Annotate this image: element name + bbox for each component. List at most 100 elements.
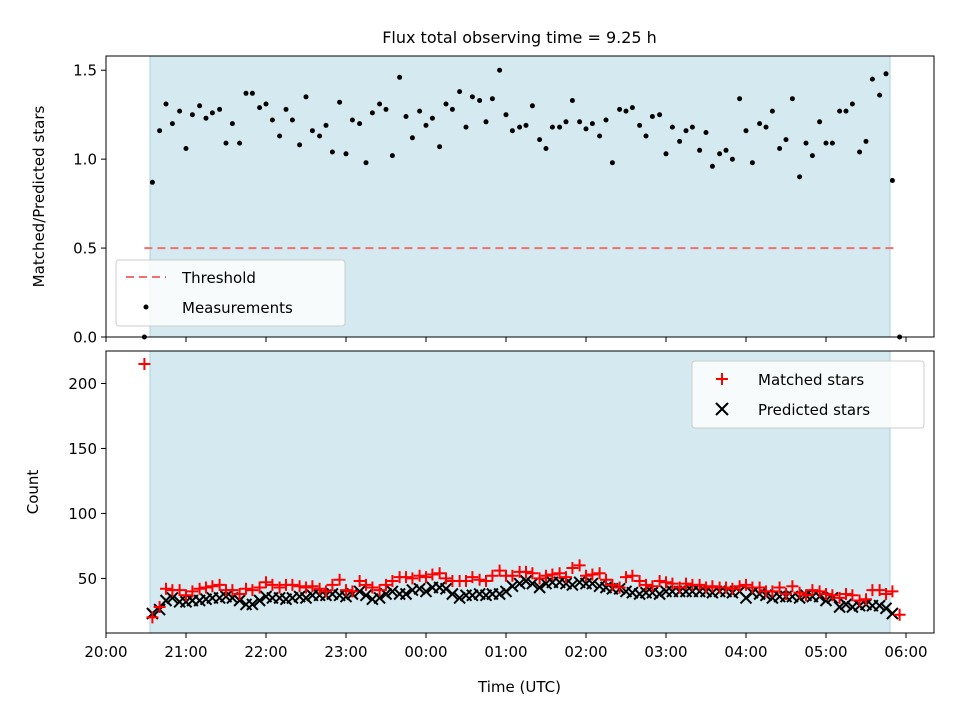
predicted-star-marker xyxy=(399,587,413,601)
measurement-point xyxy=(317,133,323,139)
measurement-point xyxy=(403,114,409,119)
measurement-point xyxy=(329,149,335,155)
matched-star-marker xyxy=(860,593,872,606)
measurement-point xyxy=(889,178,895,183)
matched-star-marker xyxy=(460,575,472,587)
predicted-star-marker xyxy=(873,599,886,612)
x-tick-label: 21:00 xyxy=(164,643,207,661)
measurement-point xyxy=(463,124,469,130)
measurement-point xyxy=(609,160,615,166)
predicted-star-marker xyxy=(353,585,366,598)
measurement-point xyxy=(777,146,783,151)
matched-star-marker xyxy=(540,569,552,582)
predicted-star-marker xyxy=(359,589,373,602)
measurement-point xyxy=(257,105,263,111)
matched-star-marker xyxy=(360,578,372,591)
measurement-point xyxy=(677,138,683,144)
measurement-point xyxy=(469,94,475,100)
matched-star-marker xyxy=(233,588,246,600)
predicted-star-marker xyxy=(339,590,353,603)
matched-star-marker xyxy=(260,576,272,589)
predicted-star-marker xyxy=(373,591,386,605)
measurement-point xyxy=(757,121,763,127)
measurement-point xyxy=(483,119,489,125)
x-axis-label: Time (UTC) xyxy=(477,678,561,696)
bottom-x-ticks: 20:00 21:00 22:00 23:00 00:00 01:00 02:00 03:00… xyxy=(84,633,928,661)
matched-star-marker xyxy=(246,584,259,597)
predicted-star-marker xyxy=(819,594,833,607)
measurement-point xyxy=(269,117,275,123)
measurement-point xyxy=(363,160,369,166)
measurement-point xyxy=(503,112,509,118)
legend-measurements-label: Measurements xyxy=(182,299,293,317)
matched-star-marker xyxy=(313,582,326,595)
predicted-star-marker xyxy=(413,582,426,596)
measurement-points xyxy=(141,67,903,340)
matched-star-marker xyxy=(226,584,239,597)
matched-star-marker xyxy=(886,585,899,598)
measurement-point xyxy=(737,96,743,102)
chart-title: Flux total observing time = 9.25 h xyxy=(382,28,657,47)
matched-star-marker xyxy=(800,589,812,602)
matched-star-marker xyxy=(333,573,346,586)
matched-star-marker xyxy=(420,571,432,584)
predicted-star-marker xyxy=(246,598,259,611)
measurement-point xyxy=(523,122,529,128)
measurement-point xyxy=(177,108,183,114)
measurement-point xyxy=(669,124,675,130)
measurement-point xyxy=(543,146,549,151)
measurement-point xyxy=(323,122,329,128)
predicted-star-marker xyxy=(453,591,466,605)
measurement-point xyxy=(563,119,569,125)
matched-star-marker xyxy=(426,568,439,581)
matched-star-marker xyxy=(406,572,419,585)
matched-star-marker xyxy=(893,608,906,621)
measurement-point xyxy=(617,106,623,112)
measurement-point xyxy=(723,147,729,153)
measurement-point xyxy=(589,121,595,127)
legend-matched-swatch xyxy=(716,373,728,385)
measurement-point xyxy=(409,135,415,141)
measurement-point xyxy=(683,128,689,134)
predicted-star-marker xyxy=(419,585,433,598)
measurement-point xyxy=(237,140,243,146)
measurement-point xyxy=(517,124,523,130)
measurement-point xyxy=(337,99,343,105)
matched-star-marker xyxy=(173,584,186,597)
predicted-star-marker xyxy=(299,591,313,605)
matched-star-marker xyxy=(193,582,206,595)
measurement-point xyxy=(203,115,209,121)
predicted-star-marker xyxy=(446,587,459,601)
x-tick-label: 02:00 xyxy=(564,643,607,661)
predicted-star-marker xyxy=(386,585,399,598)
measurement-point xyxy=(243,90,249,96)
matched-star-marker xyxy=(733,580,746,593)
predicted-star-marker xyxy=(519,574,533,588)
y-tick-label: 150 xyxy=(68,440,97,458)
measurement-point xyxy=(169,121,175,127)
matched-star-marker xyxy=(300,581,312,594)
x-tick-label: 00:00 xyxy=(404,643,447,661)
predicted-star-marker xyxy=(839,598,853,611)
x-tick-label: 05:00 xyxy=(804,643,847,661)
measurement-point xyxy=(703,130,709,135)
matched-star-marker xyxy=(673,581,686,594)
matched-star-marker xyxy=(653,575,666,587)
predicted-star-marker xyxy=(533,581,546,594)
top-legend: Threshold Measurements xyxy=(115,259,346,327)
predicted-star-marker xyxy=(886,607,899,620)
measurement-point xyxy=(843,108,849,114)
matched-star-marker xyxy=(780,588,792,600)
top-y-ticks: 0.0 0.5 1.0 1.5 xyxy=(73,62,106,347)
matched-star-marker xyxy=(186,585,199,598)
measurement-point xyxy=(157,128,163,134)
measurement-point xyxy=(657,112,663,118)
measurement-point xyxy=(603,117,609,123)
measurement-point xyxy=(729,156,735,162)
matched-star-marker xyxy=(640,578,652,591)
measurement-point xyxy=(569,98,575,103)
measurement-point xyxy=(763,124,769,130)
measurement-point xyxy=(583,126,589,132)
y-tick-label: 0.5 xyxy=(73,240,97,258)
measurement-point xyxy=(343,151,349,157)
